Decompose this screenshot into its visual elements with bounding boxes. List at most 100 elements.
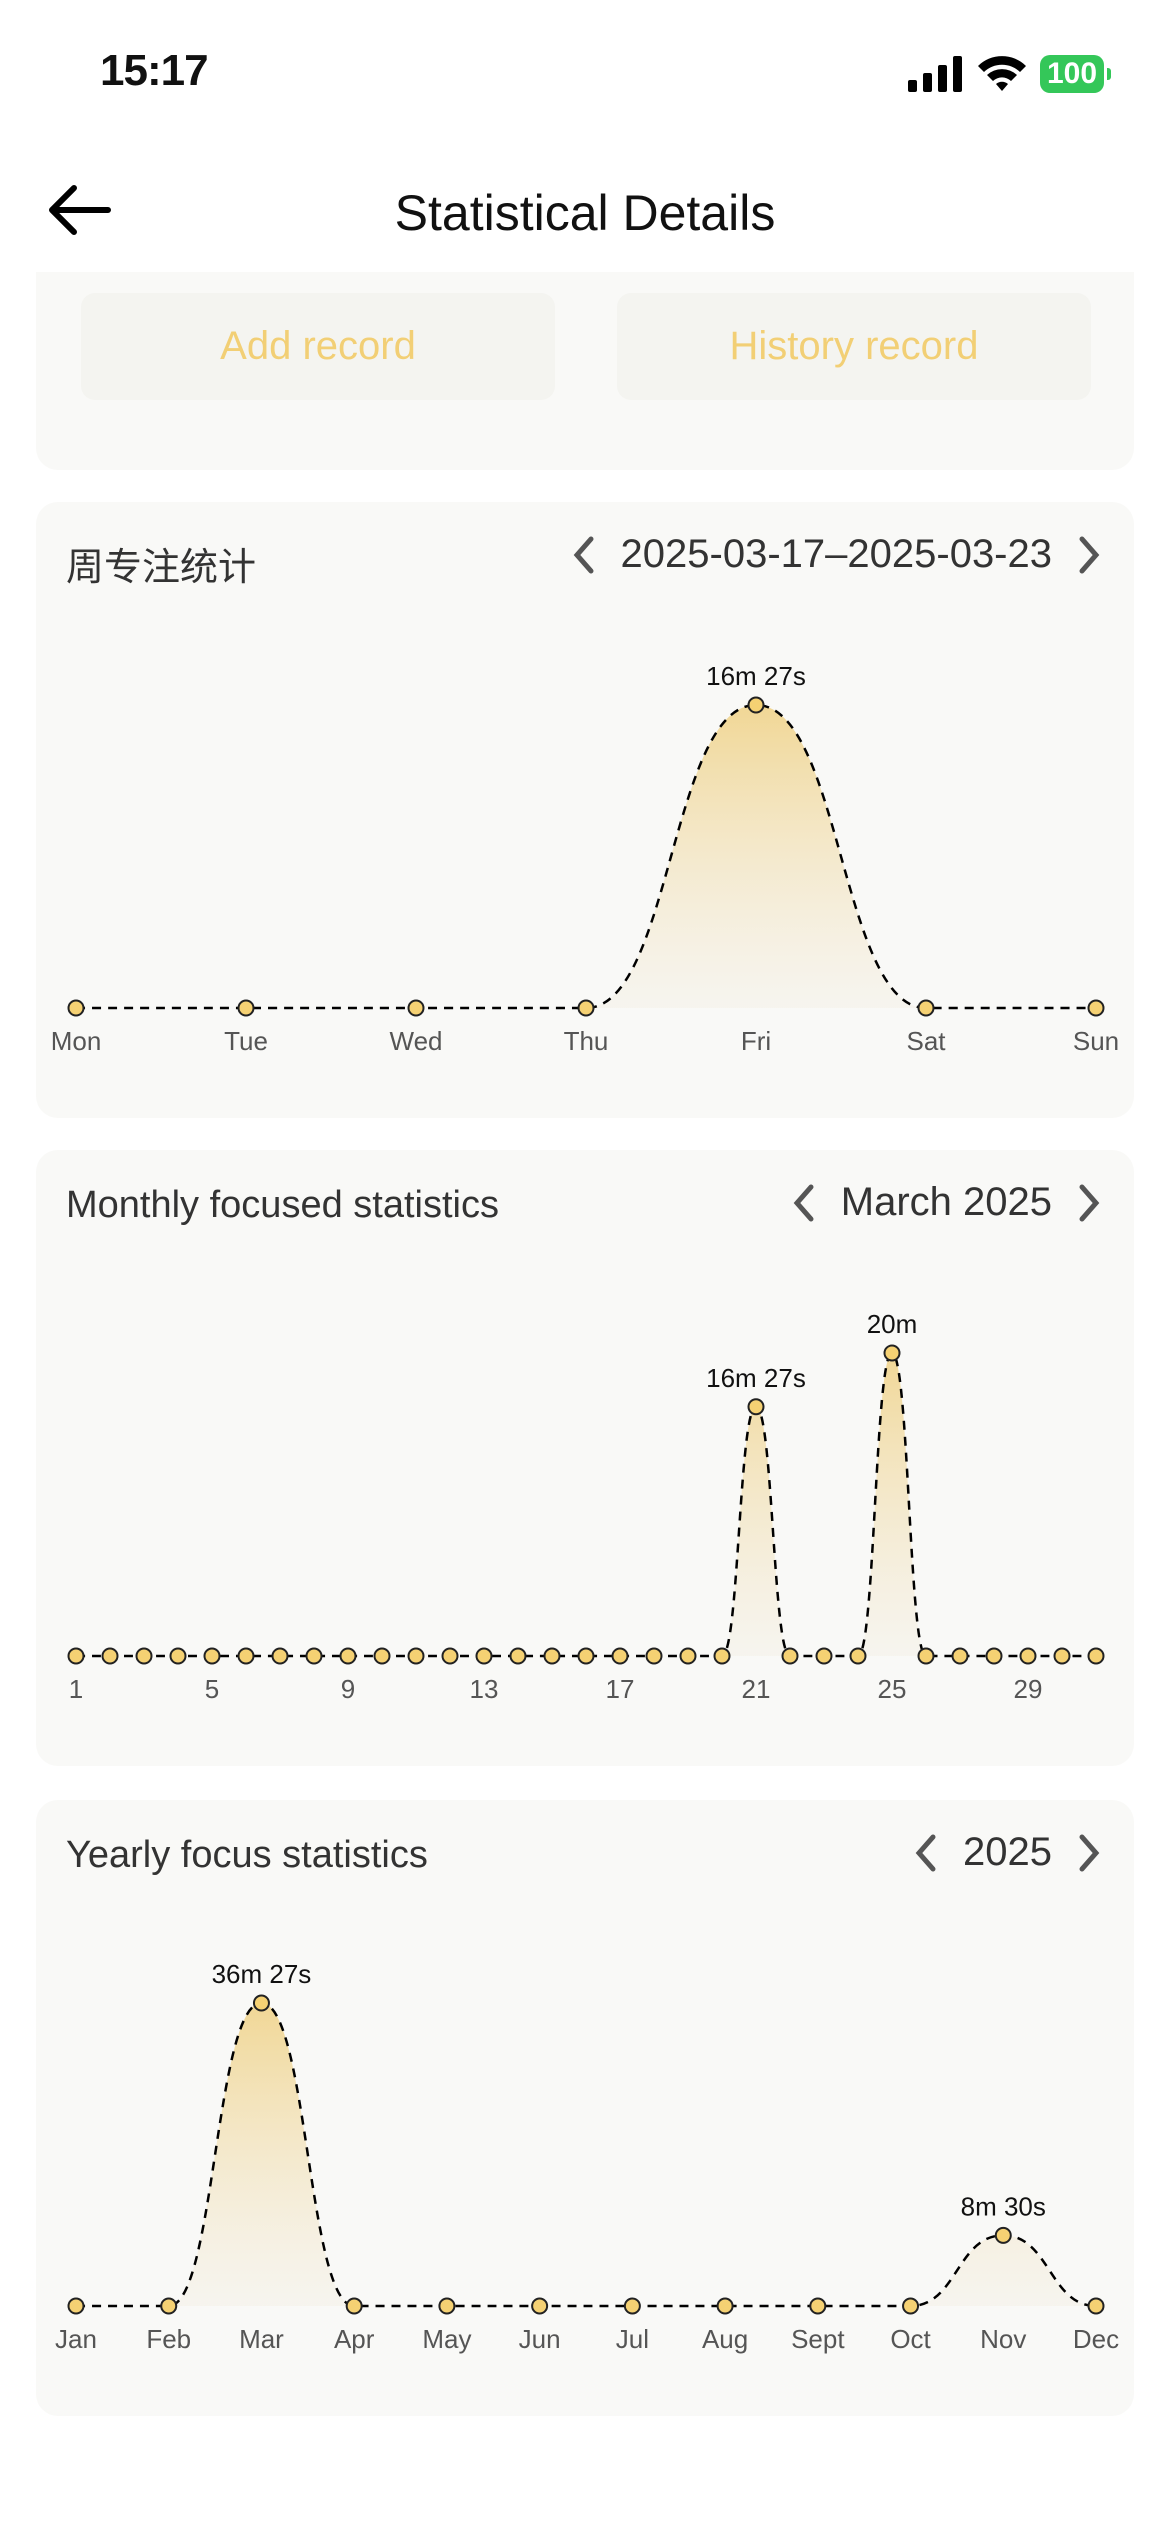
- data-point: [883, 1344, 901, 1362]
- x-tick-label: May: [422, 2324, 471, 2354]
- x-tick-label: Tue: [224, 1026, 268, 1056]
- history-record-button[interactable]: History record: [617, 293, 1091, 400]
- chart-title: Monthly focused statistics: [66, 1184, 499, 1226]
- chevron-right-icon[interactable]: [1074, 533, 1104, 577]
- yearly-pager: 2025: [911, 1830, 1104, 1875]
- series-line: [76, 1351, 1096, 1658]
- data-point: [237, 999, 255, 1017]
- data-point: [849, 1647, 867, 1665]
- data-point: [305, 1647, 323, 1665]
- add-record-button[interactable]: Add record: [81, 293, 555, 400]
- x-tick-label: Fri: [741, 1026, 771, 1056]
- data-point: [441, 1647, 459, 1665]
- data-point: [531, 2297, 549, 2315]
- x-tick-label: Nov: [980, 2324, 1026, 2354]
- x-tick-label: 17: [606, 1674, 635, 1704]
- x-tick-label: Dec: [1073, 2324, 1119, 2354]
- date-range: 2025-03-17–2025-03-23: [620, 532, 1052, 576]
- nav-bar: Statistical Details: [0, 160, 1170, 260]
- monthly-pager: March 2025: [789, 1180, 1104, 1225]
- chevron-right-icon[interactable]: [1074, 1831, 1104, 1875]
- data-point: [135, 1647, 153, 1665]
- status-bar: 15:17 100: [0, 0, 1170, 140]
- data-point: [169, 1647, 187, 1665]
- data-point: [781, 1647, 799, 1665]
- data-point: [747, 696, 765, 714]
- weekly-chart: Mon Tue Wed Thu Fri 16m 27s Sat Sun: [51, 661, 1119, 1056]
- x-tick-label: Wed: [390, 1026, 443, 1056]
- data-point: [985, 1647, 1003, 1665]
- chevron-left-icon[interactable]: [911, 1831, 941, 1875]
- chevron-left-icon[interactable]: [789, 1181, 819, 1225]
- x-tick-label: 29: [1014, 1674, 1043, 1704]
- area-fill: [76, 2003, 1096, 2306]
- data-point: [271, 1647, 289, 1665]
- x-tick-label: 5: [205, 1674, 219, 1704]
- wifi-icon: [978, 56, 1026, 91]
- data-point: [917, 999, 935, 1017]
- data-point: [623, 2297, 641, 2315]
- monthly-chart-card: Monthly focused statistics March 2025 1 5…: [36, 1150, 1134, 1766]
- data-point: [67, 1647, 85, 1665]
- year-label: 2025: [963, 1830, 1052, 1874]
- area-fill: [76, 705, 1096, 1008]
- chevron-right-icon[interactable]: [1074, 1181, 1104, 1225]
- yearly-chart-card: Yearly focus statistics 2025 Jan Feb Mar 36…: [36, 1800, 1134, 2416]
- data-point: [902, 2297, 920, 2315]
- data-point: [809, 2297, 827, 2315]
- x-tick-label: Sat: [906, 1026, 946, 1056]
- data-point: [815, 1647, 833, 1665]
- x-tick-label: Jun: [519, 2324, 561, 2354]
- x-tick-label: 25: [878, 1674, 907, 1704]
- data-point: [373, 1647, 391, 1665]
- x-tick-label: Aug: [702, 2324, 748, 2354]
- data-point: [1087, 999, 1105, 1017]
- x-tick-label: 13: [470, 1674, 499, 1704]
- chevron-left-icon[interactable]: [569, 533, 599, 577]
- x-tick-label: Jul: [616, 2324, 649, 2354]
- data-point: [917, 1647, 935, 1665]
- signal-icon: [908, 56, 962, 92]
- data-point: [1087, 1647, 1105, 1665]
- actions-card: Add record History record: [36, 272, 1134, 470]
- x-tick-label: Mar: [239, 2324, 284, 2354]
- data-label: 20m: [867, 1309, 918, 1339]
- data-point: [475, 1647, 493, 1665]
- x-tick-label: 1: [69, 1674, 83, 1704]
- x-tick-label: Jan: [55, 2324, 97, 2354]
- data-point: [577, 1647, 595, 1665]
- data-point: [951, 1647, 969, 1665]
- chart-title: 周专注统计: [66, 547, 257, 589]
- data-point: [345, 2297, 363, 2315]
- data-point: [67, 999, 85, 1017]
- monthly-chart: 1 5 9 13 17 21 16m 27s 25 20m 29: [67, 1309, 1105, 1704]
- arrow-left-icon[interactable]: [46, 180, 116, 240]
- data-point: [645, 1647, 663, 1665]
- data-point: [679, 1647, 697, 1665]
- status-time: 15:17: [100, 46, 209, 95]
- data-point: [101, 1647, 119, 1665]
- x-tick-label: Oct: [890, 2324, 931, 2354]
- battery-icon: 100: [1040, 55, 1111, 93]
- data-point: [747, 1398, 765, 1416]
- x-tick-label: Sept: [791, 2324, 845, 2354]
- x-tick-label: Thu: [564, 1026, 609, 1056]
- page-title: Statistical Details: [394, 185, 776, 241]
- data-point: [543, 1647, 561, 1665]
- x-tick-label: 9: [341, 1674, 355, 1704]
- data-point: [438, 2297, 456, 2315]
- data-label: 16m 27s: [706, 1363, 806, 1393]
- data-point: [407, 999, 425, 1017]
- data-point: [509, 1647, 527, 1665]
- data-point: [994, 2226, 1012, 2244]
- weekly-pager: 2025-03-17–2025-03-23: [569, 532, 1104, 577]
- x-tick-label: Apr: [334, 2324, 375, 2354]
- data-point: [713, 1647, 731, 1665]
- yearly-chart: Jan Feb Mar 36m 27s Apr May Jun Jul Aug Sept Oct No…: [55, 1959, 1119, 2354]
- data-point: [577, 999, 595, 1017]
- series-line: [76, 703, 1096, 1010]
- data-label: 8m 30s: [961, 2191, 1046, 2221]
- data-point: [716, 2297, 734, 2315]
- data-point: [252, 1994, 270, 2012]
- chart-title: Yearly focus statistics: [66, 1834, 428, 1876]
